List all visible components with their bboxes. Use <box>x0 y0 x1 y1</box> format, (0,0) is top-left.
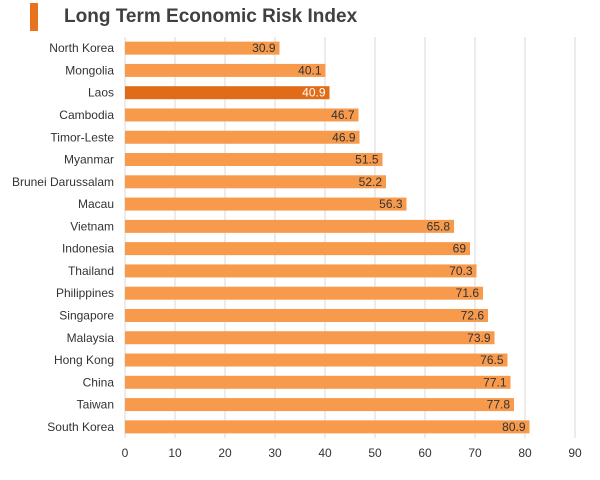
x-tick-label: 30 <box>268 446 282 460</box>
data-label: 71.6 <box>456 286 480 300</box>
bar <box>125 219 454 233</box>
bar <box>125 86 330 100</box>
bar <box>125 130 360 144</box>
bar <box>125 63 326 77</box>
x-tick-label: 20 <box>218 446 232 460</box>
data-label: 30.9 <box>252 41 276 55</box>
category-label: Hong Kong <box>54 353 114 367</box>
bar <box>125 398 514 412</box>
data-label: 40.1 <box>298 63 322 77</box>
data-label: 56.3 <box>379 197 403 211</box>
category-label: South Korea <box>47 420 114 434</box>
x-tick-labels: 0 10 20 30 40 50 60 70 80 90 <box>122 446 582 460</box>
gridlines <box>124 37 576 438</box>
bar <box>125 308 488 322</box>
bar <box>125 331 495 345</box>
data-label: 80.9 <box>502 420 526 434</box>
category-label: Singapore <box>59 308 114 322</box>
bar <box>125 286 483 300</box>
category-label: Vietnam <box>70 219 114 233</box>
chart-title: Long Term Economic Risk Index <box>64 6 358 27</box>
bar <box>125 175 386 189</box>
bar <box>125 41 280 55</box>
category-label: Laos <box>88 86 114 100</box>
data-label: 77.1 <box>483 375 507 389</box>
category-label: Mongolia <box>65 63 114 77</box>
bars <box>125 41 530 434</box>
category-labels: North Korea Mongolia Laos Cambodia Timor-Les… <box>12 41 114 434</box>
data-labels: 30.9 40.1 40.9 46.7 46.9 51.5 52.2 56.3 65.869 70… <box>252 41 526 434</box>
data-label: 46.9 <box>332 130 356 144</box>
bar <box>125 420 530 434</box>
category-label: Cambodia <box>59 108 114 122</box>
title-accent-bar <box>30 3 38 31</box>
category-label: Timor-Leste <box>50 130 114 144</box>
x-tick-label: 50 <box>368 446 382 460</box>
bar <box>125 375 511 389</box>
data-label: 51.5 <box>355 153 379 167</box>
bar <box>125 197 407 211</box>
data-label: 72.6 <box>461 308 485 322</box>
x-tick-label: 40 <box>318 446 332 460</box>
category-label: Indonesia <box>62 242 114 256</box>
x-tick-label: 60 <box>418 446 432 460</box>
category-label: Macau <box>78 197 114 211</box>
category-label: Thailand <box>68 264 114 278</box>
x-tick-label: 70 <box>468 446 482 460</box>
bar <box>125 242 470 256</box>
x-tick-label: 10 <box>168 446 182 460</box>
category-label: Philippines <box>56 286 114 300</box>
data-label: 70.3 <box>449 264 473 278</box>
x-tick-label: 90 <box>568 446 582 460</box>
x-tick-label: 80 <box>518 446 532 460</box>
category-label: North Korea <box>49 41 114 55</box>
category-label: Taiwan <box>77 398 114 412</box>
data-label: 40.9 <box>302 86 326 100</box>
bar <box>125 153 383 167</box>
bar <box>125 264 477 278</box>
data-label: 69 <box>453 242 467 256</box>
category-label: Brunei Darussalam <box>12 175 114 189</box>
bar <box>125 108 359 122</box>
x-tick-label: 0 <box>122 446 129 460</box>
data-label: 73.9 <box>467 331 491 345</box>
data-label: 76.5 <box>480 353 504 367</box>
bar <box>125 353 508 367</box>
data-label: 46.7 <box>331 108 355 122</box>
category-label: Myanmar <box>64 153 114 167</box>
category-label: China <box>83 375 115 389</box>
data-label: 65.8 <box>427 219 451 233</box>
data-label: 77.8 <box>487 398 511 412</box>
data-label: 52.2 <box>359 175 383 189</box>
category-label: Malaysia <box>67 331 115 345</box>
